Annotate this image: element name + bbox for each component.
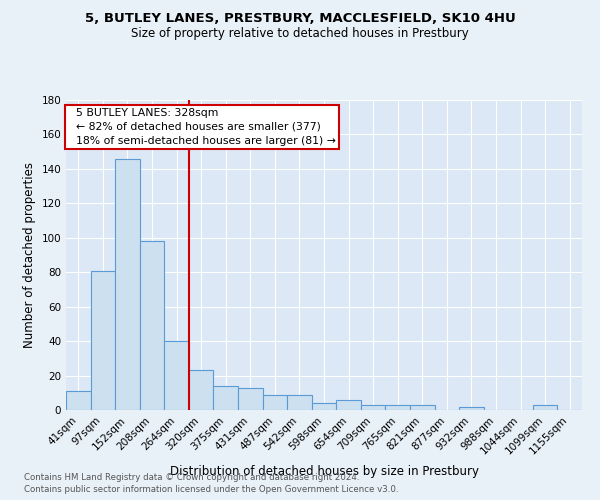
Bar — [263, 394, 287, 410]
Text: 5 BUTLEY LANES: 328sqm
  ← 82% of detached houses are smaller (377)
  18% of sem: 5 BUTLEY LANES: 328sqm ← 82% of detached… — [68, 108, 335, 146]
Bar — [533, 405, 557, 410]
Y-axis label: Number of detached properties: Number of detached properties — [23, 162, 36, 348]
X-axis label: Distribution of detached houses by size in Prestbury: Distribution of detached houses by size … — [170, 464, 479, 477]
Bar — [214, 386, 238, 410]
Bar — [287, 394, 312, 410]
Bar — [238, 388, 263, 410]
Text: Size of property relative to detached houses in Prestbury: Size of property relative to detached ho… — [131, 28, 469, 40]
Bar — [459, 406, 484, 410]
Bar — [312, 403, 336, 410]
Bar — [115, 158, 140, 410]
Bar — [189, 370, 214, 410]
Bar — [410, 405, 434, 410]
Bar — [164, 341, 189, 410]
Bar — [336, 400, 361, 410]
Bar — [91, 270, 115, 410]
Bar — [361, 405, 385, 410]
Text: Contains public sector information licensed under the Open Government Licence v3: Contains public sector information licen… — [24, 485, 398, 494]
Bar — [66, 391, 91, 410]
Text: Contains HM Land Registry data © Crown copyright and database right 2024.: Contains HM Land Registry data © Crown c… — [24, 472, 359, 482]
Bar — [140, 241, 164, 410]
Bar — [385, 405, 410, 410]
Text: 5, BUTLEY LANES, PRESTBURY, MACCLESFIELD, SK10 4HU: 5, BUTLEY LANES, PRESTBURY, MACCLESFIELD… — [85, 12, 515, 26]
